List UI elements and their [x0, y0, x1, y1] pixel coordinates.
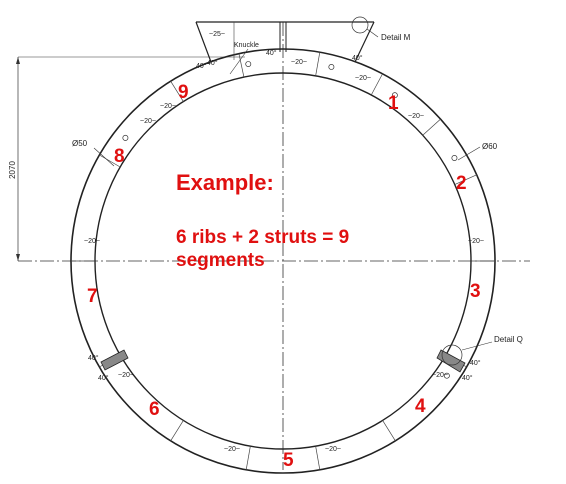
- spacing-top-mid: ~20~: [291, 59, 307, 66]
- strut-right-angle-bottom: 40°: [462, 374, 473, 382]
- segment-divider: [170, 81, 184, 102]
- bracket-angle-right: 40°: [352, 54, 363, 62]
- ring-hole: [245, 61, 252, 67]
- dimension-2070-label: 2070: [8, 161, 17, 179]
- segment-divider: [170, 420, 184, 441]
- ring-hole: [443, 372, 450, 379]
- example-title: Example:: [176, 170, 274, 195]
- dimension-arrow-bottom: [16, 254, 20, 261]
- spacing-bottom-left: ~20~: [224, 446, 240, 453]
- example-body: 6 ribs + 2 struts = 9 segments: [176, 226, 416, 272]
- dimension-arrow-top: [16, 57, 20, 64]
- segment-number-8: 8: [114, 146, 125, 167]
- segment-number-4: 4: [415, 396, 426, 417]
- knuckle-leader: [229, 48, 249, 75]
- segment-divider: [238, 53, 245, 78]
- segment-divider: [422, 118, 441, 136]
- segment-divider: [454, 174, 477, 185]
- strut-right-spacing: ~20~: [432, 372, 448, 379]
- example-line-2: segments: [176, 250, 265, 271]
- segment-divider: [370, 73, 383, 96]
- example-line-1: 6 ribs + 2 struts = 9: [176, 227, 350, 248]
- bracket-angle-left: 40°: [207, 59, 218, 67]
- spacing-upper-left-2: ~20~: [140, 118, 156, 125]
- segment-divider: [315, 52, 321, 76]
- spacing-left-mid: ~20~: [84, 238, 100, 245]
- segment-number-1: 1: [388, 93, 399, 114]
- segment-number-6: 6: [149, 399, 160, 420]
- segment-divider: [99, 154, 121, 168]
- segment-number-2: 2: [456, 173, 467, 194]
- segment-divider: [382, 420, 396, 441]
- spacing-upper-right: ~20~: [408, 113, 424, 120]
- detail-q-label: Detail Q: [494, 335, 523, 344]
- hole-left-label: Ø50: [72, 139, 88, 148]
- bracket-angle-mid: 40°: [266, 49, 277, 57]
- segment-number-7: 7: [87, 286, 98, 307]
- spacing-upper-left: ~20~: [160, 103, 176, 110]
- knuckle-label: Knuckle: [234, 42, 259, 49]
- segment-divider: [315, 446, 321, 470]
- ring-hole: [122, 134, 129, 141]
- strut-left-angle-top: 40°: [88, 354, 99, 362]
- detail-m-leader: [366, 28, 379, 38]
- spacing-top-right: ~20~: [355, 75, 371, 82]
- strut-right-angle: 40°: [470, 359, 481, 367]
- ring-holes: [122, 61, 458, 379]
- ring-hole: [451, 155, 458, 161]
- ring-hole: [391, 92, 398, 99]
- detail-m-marker: [351, 16, 369, 34]
- top-bracket: [195, 21, 375, 63]
- bracket-angle-far-left: 40°: [196, 62, 207, 70]
- segment-divider: [245, 446, 251, 470]
- segment-number-3: 3: [470, 281, 481, 302]
- strut-right: [436, 349, 466, 373]
- detail-q-leader: [461, 341, 493, 351]
- detail-m-label: Detail M: [381, 33, 411, 42]
- spacing-bottom-right: ~20~: [325, 446, 341, 453]
- ring-hole: [328, 63, 335, 70]
- strut-left-spacing: ~20~: [118, 372, 134, 379]
- hole-right-leader: [457, 146, 481, 161]
- strut-left: [100, 349, 129, 371]
- segment-number-9: 9: [178, 82, 189, 103]
- bracket-spacing-left: ~25~: [209, 31, 225, 38]
- segment-number-5: 5: [283, 450, 294, 471]
- spacing-right-mid: ~20~: [468, 238, 484, 245]
- strut-left-angle-bottom: 40°: [98, 374, 109, 382]
- detail-q-marker: [441, 344, 463, 366]
- hole-left-leader: [93, 147, 115, 167]
- hole-right-label: Ø60: [482, 142, 498, 151]
